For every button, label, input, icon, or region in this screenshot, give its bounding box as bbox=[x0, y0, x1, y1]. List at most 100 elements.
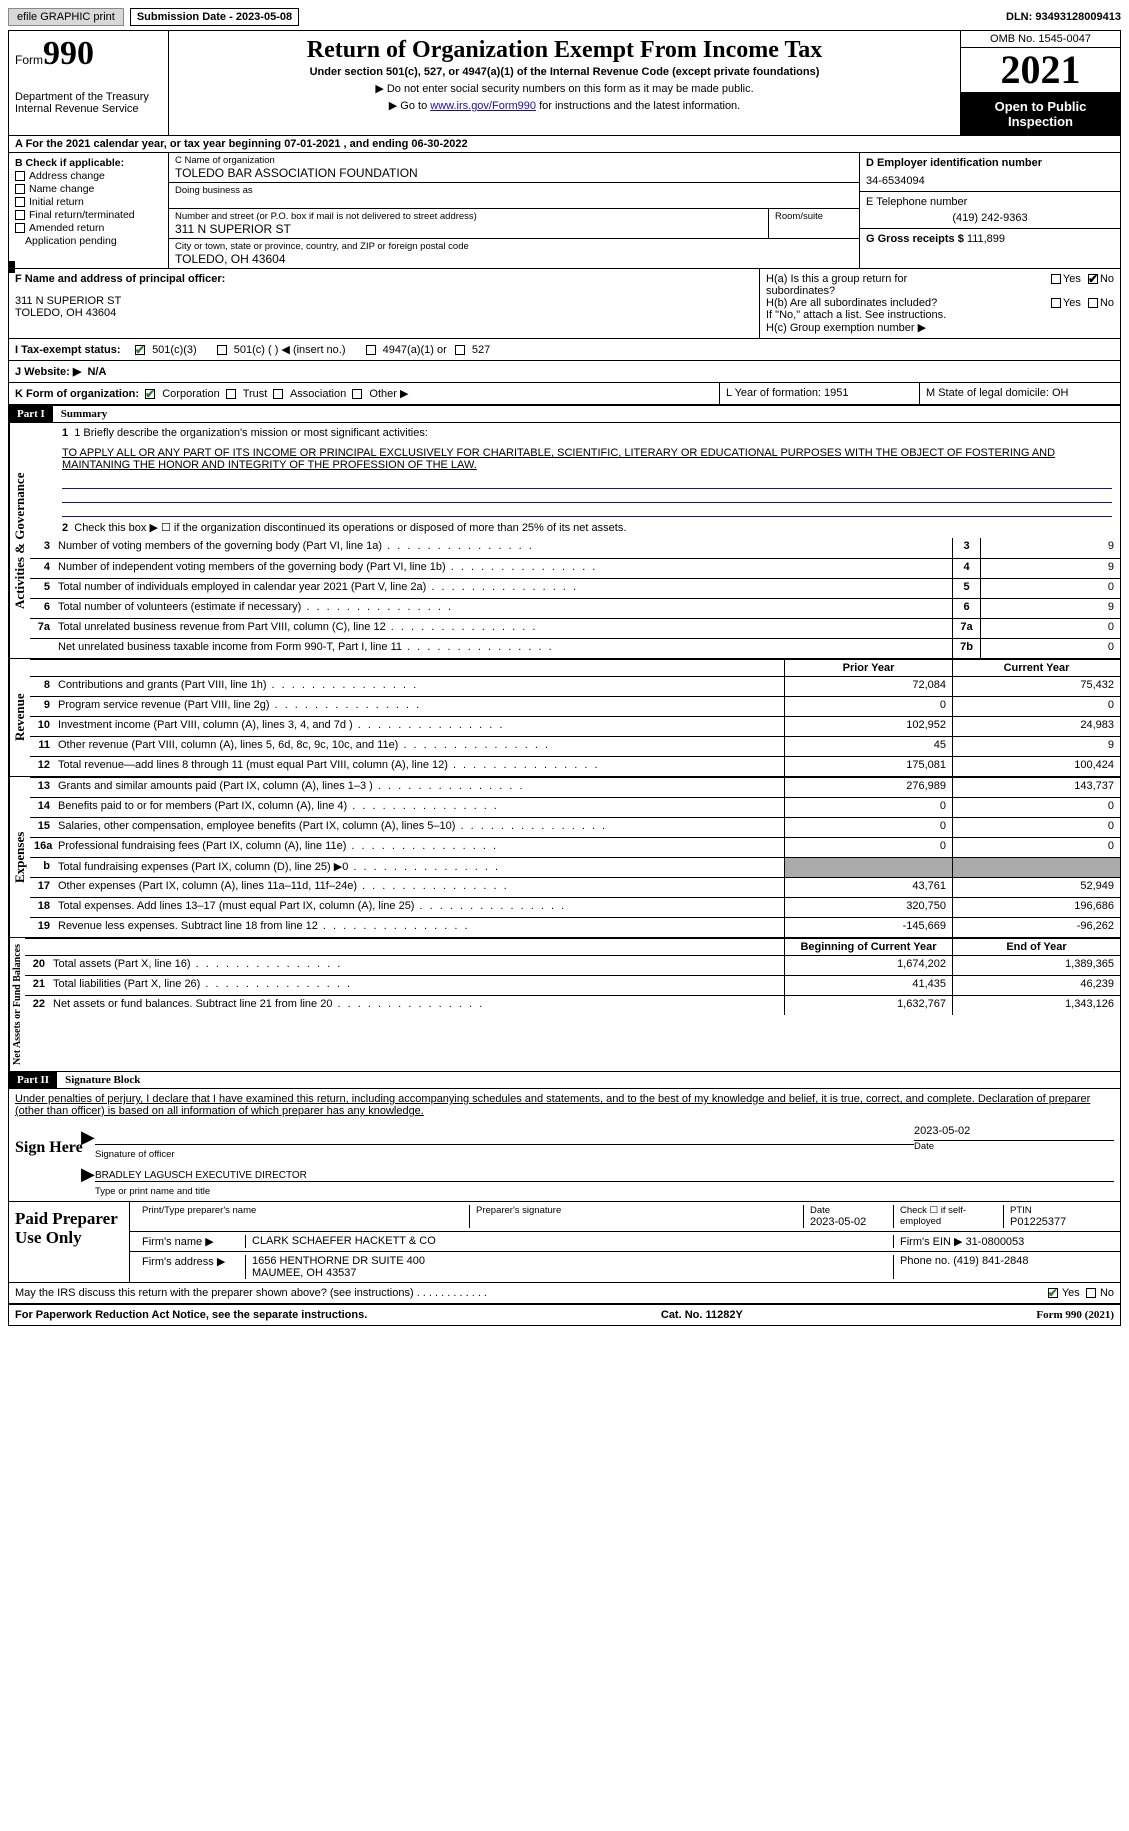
mission-rule1 bbox=[62, 475, 1112, 489]
prior-year-hdr: Prior Year bbox=[784, 660, 952, 676]
cb-527[interactable]: 527 bbox=[455, 344, 490, 356]
ag-line-7b: Net unrelated business taxable income fr… bbox=[30, 638, 1120, 658]
firm-addr-cap: Firm's address ▶ bbox=[136, 1255, 246, 1279]
header-mid: Return of Organization Exempt From Incom… bbox=[169, 31, 960, 135]
footer-left: For Paperwork Reduction Act Notice, see … bbox=[15, 1309, 367, 1321]
l-year-formation: L Year of formation: 1951 bbox=[720, 383, 920, 404]
line-16a: 16aProfessional fundraising fees (Part I… bbox=[30, 837, 1120, 857]
tax-label: I Tax-exempt status: bbox=[15, 344, 135, 356]
org-name-cell: C Name of organization TOLEDO BAR ASSOCI… bbox=[169, 153, 859, 183]
f-addr1: 311 N SUPERIOR ST bbox=[15, 295, 753, 307]
k-other[interactable]: Other ▶ bbox=[369, 388, 408, 400]
k-corp[interactable]: Corporation bbox=[162, 388, 219, 400]
sign-here-block: Sign Here ▶ Signature of officer 2023-05… bbox=[9, 1121, 1120, 1202]
self-emp[interactable]: Check ☐ if self-employed bbox=[894, 1205, 1004, 1228]
hb-yes-no[interactable]: Yes No bbox=[1047, 297, 1114, 309]
ha-yes-no[interactable]: Yes No bbox=[1047, 273, 1114, 297]
irs-link[interactable]: www.irs.gov/Form990 bbox=[430, 100, 536, 112]
hb-text: H(b) Are all subordinates included? bbox=[766, 297, 966, 309]
line-17: 17Other expenses (Part IX, column (A), l… bbox=[30, 877, 1120, 897]
prep-date-val: 2023-05-02 bbox=[810, 1216, 866, 1228]
dln-label: DLN: 93493128009413 bbox=[1006, 11, 1121, 23]
prep-phone-cap: Phone no. bbox=[900, 1255, 950, 1267]
cb-initial-return[interactable]: Initial return bbox=[15, 196, 162, 208]
hc-row: H(c) Group exemption number ▶ bbox=[766, 321, 1114, 334]
vtab-activities: Activities & Governance bbox=[9, 423, 30, 658]
f-addr2: TOLEDO, OH 43604 bbox=[15, 307, 753, 319]
org-name-val: TOLEDO BAR ASSOCIATION FOUNDATION bbox=[175, 166, 853, 180]
line1-caption: 1 1 Briefly describe the organization's … bbox=[30, 423, 1120, 443]
part2-header: Part II Signature Block bbox=[9, 1072, 1120, 1089]
section-bcd: B Check if applicable: Address change Na… bbox=[9, 153, 1120, 269]
form-identifier: Form990 bbox=[15, 35, 162, 73]
section-b-caption: B Check if applicable: bbox=[15, 157, 162, 169]
note2-post: for instructions and the latest informat… bbox=[536, 100, 740, 112]
firm-addr1: 1656 HENTHORNE DR SUITE 400 bbox=[252, 1255, 887, 1267]
gross-cell: G Gross receipts $ 111,899 bbox=[860, 229, 1120, 249]
caret-icon-2: ▶ bbox=[81, 1164, 95, 1185]
k-assoc[interactable]: Association bbox=[290, 388, 346, 400]
website-val: N/A bbox=[87, 366, 106, 378]
note2-pre: ▶ Go to bbox=[389, 100, 430, 112]
ag-line-4: 4Number of independent voting members of… bbox=[30, 558, 1120, 578]
ein-val: 34-6534094 bbox=[866, 175, 1114, 187]
line-10: 10Investment income (Part VIII, column (… bbox=[30, 716, 1120, 736]
cb-address-change[interactable]: Address change bbox=[15, 170, 162, 182]
line-b: bTotal fundraising expenses (Part IX, co… bbox=[30, 857, 1120, 877]
cb-final-return[interactable]: Final return/terminated bbox=[15, 209, 162, 221]
section-b: B Check if applicable: Address change Na… bbox=[9, 153, 169, 268]
ag-line-3: 3Number of voting members of the governi… bbox=[30, 538, 1120, 558]
line-13: 13Grants and similar amounts paid (Part … bbox=[30, 777, 1120, 797]
cb-4947[interactable]: 4947(a)(1) or bbox=[366, 344, 447, 356]
line-22: 22Net assets or fund balances. Subtract … bbox=[25, 995, 1120, 1015]
discuss-q: May the IRS discuss this return with the… bbox=[15, 1287, 1048, 1299]
discuss-no[interactable]: No bbox=[1086, 1287, 1114, 1299]
org-name-cap: C Name of organization bbox=[175, 155, 853, 166]
block-net-assets: Net Assets or Fund Balances Beginning of… bbox=[9, 938, 1120, 1072]
prep-date-cap: Date bbox=[810, 1205, 887, 1216]
m-state-domicile: M State of legal domicile: OH bbox=[920, 383, 1120, 404]
prep-row-1: Print/Type preparer's name Preparer's si… bbox=[129, 1202, 1120, 1232]
cb-501c3[interactable]: 501(c)(3) bbox=[135, 344, 197, 356]
ein-cap: D Employer identification number bbox=[866, 157, 1114, 169]
cb-amended-return[interactable]: Amended return bbox=[15, 222, 162, 234]
page-footer: For Paperwork Reduction Act Notice, see … bbox=[9, 1304, 1120, 1325]
f-caption: F Name and address of principal officer: bbox=[15, 273, 753, 285]
ein-cell: D Employer identification number 34-6534… bbox=[860, 153, 1120, 192]
phone-cap: E Telephone number bbox=[866, 196, 1114, 208]
tax-exempt-row: I Tax-exempt status: 501(c)(3) 501(c) ( … bbox=[9, 339, 1120, 361]
dept-label: Department of the Treasury Internal Reve… bbox=[15, 91, 162, 115]
block-revenue: Revenue Prior Year Current Year 8Contrib… bbox=[9, 659, 1120, 777]
exp-body: 13Grants and similar amounts paid (Part … bbox=[30, 777, 1120, 937]
mission-rule2 bbox=[62, 489, 1112, 503]
mission-rule3 bbox=[62, 503, 1112, 517]
efile-print-button[interactable]: efile GRAPHIC print bbox=[8, 8, 124, 26]
na-body: Beginning of Current Year End of Year 20… bbox=[25, 938, 1120, 1071]
k-trust[interactable]: Trust bbox=[243, 388, 268, 400]
ptin-cap: PTIN bbox=[1010, 1205, 1108, 1216]
line-11: 11Other revenue (Part VIII, column (A), … bbox=[30, 736, 1120, 756]
end-year-hdr: End of Year bbox=[952, 939, 1120, 955]
omb-number: OMB No. 1545-0047 bbox=[961, 31, 1120, 48]
block-expenses: Expenses 13Grants and similar amounts pa… bbox=[9, 777, 1120, 938]
vtab-revenue: Revenue bbox=[9, 659, 30, 776]
ptin-val: P01225377 bbox=[1010, 1216, 1066, 1228]
discuss-yes[interactable]: Yes bbox=[1048, 1287, 1080, 1299]
cb-application-pending[interactable]: Application pending bbox=[15, 235, 162, 247]
footer-right: Form 990 (2021) bbox=[1036, 1309, 1114, 1321]
phone-cell: E Telephone number (419) 242-9363 bbox=[860, 192, 1120, 229]
cb-501c[interactable]: 501(c) ( ) ◀ (insert no.) bbox=[217, 343, 346, 356]
cb-name-change[interactable]: Name change bbox=[15, 183, 162, 195]
line-21: 21Total liabilities (Part X, line 26)41,… bbox=[25, 975, 1120, 995]
ag-body: 1 1 Briefly describe the organization's … bbox=[30, 423, 1120, 658]
k-form-org: K Form of organization: Corporation Trus… bbox=[9, 383, 720, 404]
addr-cap: Number and street (or P.O. box if mail i… bbox=[175, 211, 762, 222]
hb-note: If "No," attach a list. See instructions… bbox=[766, 309, 1114, 321]
line-19: 19Revenue less expenses. Subtract line 1… bbox=[30, 917, 1120, 937]
discuss-row: May the IRS discuss this return with the… bbox=[9, 1283, 1120, 1304]
line-20: 20Total assets (Part X, line 16)1,674,20… bbox=[25, 955, 1120, 975]
header-left: Form990 Department of the Treasury Inter… bbox=[9, 31, 169, 135]
row-a-calendar-year: A For the 2021 calendar year, or tax yea… bbox=[9, 136, 1120, 153]
city-val: TOLEDO, OH 43604 bbox=[175, 252, 853, 266]
form-header: Form990 Department of the Treasury Inter… bbox=[9, 31, 1120, 136]
